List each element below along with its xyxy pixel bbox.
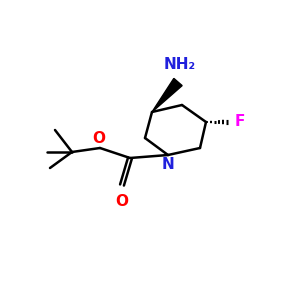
- Text: NH₂: NH₂: [164, 57, 196, 72]
- Polygon shape: [152, 78, 182, 112]
- Text: O: O: [92, 131, 106, 146]
- Text: O: O: [116, 194, 128, 209]
- Text: F: F: [235, 115, 245, 130]
- Text: N: N: [162, 157, 174, 172]
